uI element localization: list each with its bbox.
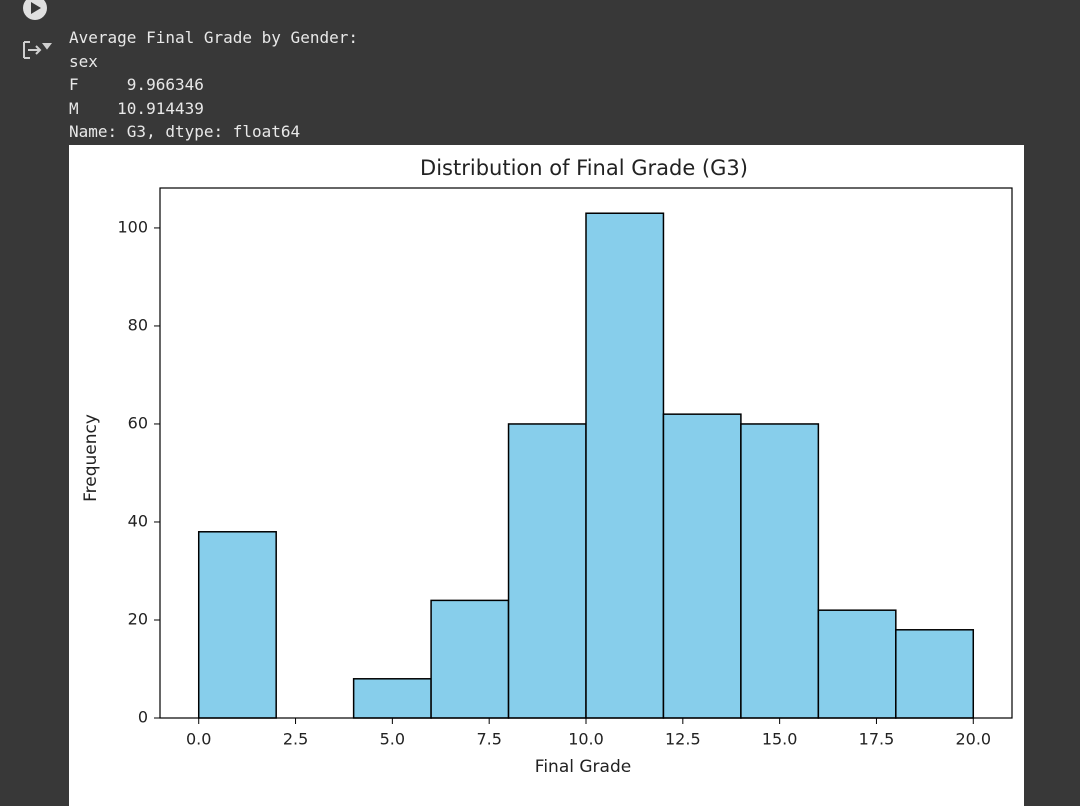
bar <box>895 629 975 719</box>
x-tick-label: 5.0 <box>380 730 405 749</box>
run-icon <box>31 2 41 14</box>
x-axis-label: Final Grade <box>535 757 631 777</box>
cell-icons <box>23 0 52 59</box>
bar <box>197 531 277 719</box>
output-line: sex <box>69 51 98 71</box>
y-tick-label: 60 <box>128 413 148 432</box>
x-tick-label: 7.5 <box>476 730 501 749</box>
bar <box>585 212 665 719</box>
y-tick-label: 0 <box>138 708 148 727</box>
x-tick-label: 10.0 <box>568 730 604 749</box>
x-tick-label: 17.5 <box>859 730 895 749</box>
cell-output: Average Final Grade by Gender: sex F 9.966… <box>69 26 358 144</box>
output-line: Name: G3, dtype: float64 <box>69 122 301 141</box>
y-axis-label: Frequency <box>81 414 101 502</box>
output-line: Average Final Grade by Gender: <box>69 28 358 47</box>
output-icon[interactable] <box>23 41 52 59</box>
x-tick-label: 20.0 <box>955 730 991 749</box>
output-line: F 9.966346 <box>69 75 204 94</box>
chart-title: Distribution of Final Grade (G3) <box>420 156 748 180</box>
chart: Distribution of Final Grade (G3) Final G… <box>69 145 1024 806</box>
bar <box>740 423 820 719</box>
bar <box>507 423 587 719</box>
y-tick-label: 40 <box>128 511 148 530</box>
x-tick-label: 0.0 <box>186 730 211 749</box>
y-tick-label: 20 <box>128 609 148 628</box>
y-tick-label: 80 <box>128 315 148 334</box>
bar <box>352 678 432 719</box>
output-line: M 10.914439 <box>69 98 204 118</box>
x-tick-label: 12.5 <box>665 730 701 749</box>
plot-frame <box>159 187 1013 719</box>
bar <box>430 599 510 719</box>
bar <box>817 609 897 719</box>
x-tick-label: 2.5 <box>283 730 308 749</box>
y-tick-label: 100 <box>117 217 148 236</box>
x-tick-label: 15.0 <box>762 730 798 749</box>
bar <box>662 413 742 719</box>
